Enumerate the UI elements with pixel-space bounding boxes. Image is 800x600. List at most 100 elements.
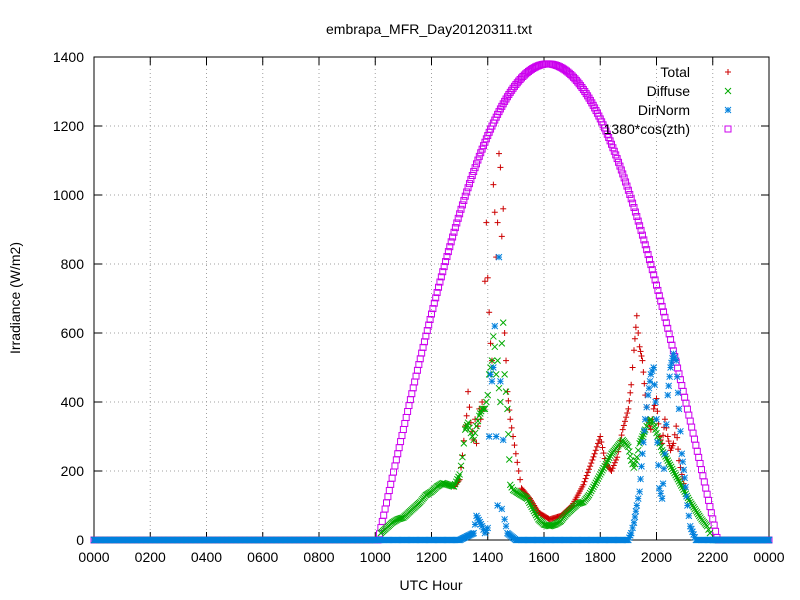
data-point: [439, 268, 447, 276]
data-point: [613, 155, 621, 163]
data-point: [463, 412, 470, 419]
data-point: [665, 459, 673, 467]
data-point: [654, 438, 661, 446]
data-point: [442, 258, 450, 266]
data-point: [682, 490, 690, 498]
data-point: [706, 503, 714, 511]
data-point: [505, 456, 513, 463]
x-tick-label: 2000: [641, 549, 672, 565]
data-point: [488, 377, 496, 385]
data-point: [495, 253, 503, 261]
data-point: [432, 294, 440, 302]
data-point: [685, 496, 693, 504]
data-point: [678, 381, 686, 389]
data-point: [487, 371, 494, 378]
data-point: [594, 475, 602, 482]
data-point: [664, 457, 672, 465]
data-point: [631, 208, 639, 216]
data-point: [607, 452, 614, 460]
data-point: [700, 478, 708, 486]
data-point: [674, 389, 682, 397]
data-point: [477, 149, 485, 157]
data-point: [599, 444, 606, 451]
data-point: [501, 515, 508, 523]
data-point: [593, 477, 601, 485]
data-point: [600, 450, 607, 457]
data-point: [670, 350, 677, 358]
data-point: [640, 427, 648, 435]
data-point: [598, 469, 605, 476]
data-point: [491, 209, 498, 216]
data-point: [586, 466, 592, 473]
data-point: [505, 397, 512, 404]
data-point: [482, 398, 490, 406]
x-tick-label: 1400: [472, 549, 503, 565]
data-point: [629, 364, 636, 371]
data-point: [415, 361, 423, 369]
data-point: [655, 484, 663, 492]
x-tick-label: 2200: [697, 549, 728, 565]
data-point: [638, 231, 646, 239]
data-point: [666, 373, 673, 381]
data-point: [500, 205, 507, 212]
legend-label: DirNorm: [638, 102, 690, 118]
data-points: [90, 60, 773, 544]
data-point: [471, 164, 479, 172]
data-point: [529, 505, 537, 513]
data-point: [456, 210, 464, 218]
data-point: [383, 499, 390, 507]
data-point: [632, 324, 639, 331]
data-point: [643, 246, 651, 254]
data-point: [591, 481, 598, 489]
data-point: [665, 438, 672, 445]
data-point: [667, 336, 675, 344]
data-point: [627, 389, 634, 396]
data-point: [597, 433, 604, 440]
data-point: [626, 190, 634, 198]
data-point: [384, 493, 392, 501]
data-point: [651, 381, 658, 389]
data-point: [647, 371, 655, 378]
data-point: [681, 474, 688, 482]
y-tick-label: 1400: [53, 49, 84, 65]
data-point: [498, 339, 506, 347]
data-point: [503, 357, 510, 364]
data-point: [654, 286, 662, 294]
data-point: [640, 369, 647, 376]
data-point: [674, 434, 681, 441]
data-point: [660, 308, 668, 316]
data-point: [682, 399, 690, 407]
data-point: [511, 442, 518, 449]
data-point: [617, 166, 625, 174]
data-point: [667, 364, 674, 371]
data-point: [633, 312, 640, 319]
data-point: [598, 439, 605, 446]
data-point: [532, 511, 540, 519]
data-point: [478, 405, 486, 413]
data-point: [658, 302, 666, 310]
y-tick-label: 0: [76, 532, 84, 548]
data-point: [478, 145, 486, 153]
data-point: [658, 495, 666, 502]
data-point: [457, 205, 465, 213]
data-point: [484, 274, 491, 281]
data-point: [636, 343, 643, 350]
data-point: [501, 330, 508, 336]
data-point: [611, 459, 618, 466]
data-point: [404, 407, 412, 415]
data-point: [380, 511, 388, 519]
data-point: [603, 458, 611, 466]
data-point: [695, 453, 703, 461]
data-point: [505, 430, 512, 438]
data-point: [629, 524, 636, 532]
data-point: [618, 432, 625, 439]
data-point: [381, 505, 389, 513]
data-point: [647, 261, 655, 269]
data-point: [634, 217, 642, 225]
data-point: [662, 421, 670, 428]
data-point: [392, 456, 400, 464]
data-point: [506, 407, 513, 414]
data-point: [586, 489, 594, 497]
data-point: [710, 521, 718, 529]
data-point: [524, 497, 532, 505]
